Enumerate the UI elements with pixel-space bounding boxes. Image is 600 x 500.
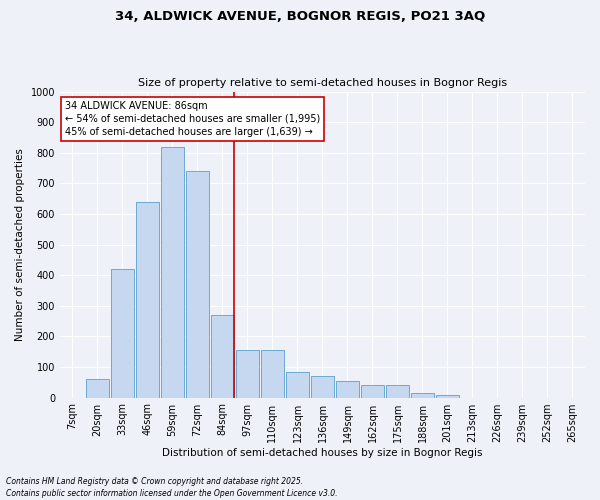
Bar (86, 379, 109, 398)
Bar (411, 393, 434, 398)
Bar (361, 386, 384, 398)
Bar (211, 315, 233, 398)
Y-axis label: Number of semi-detached properties: Number of semi-detached properties (15, 148, 25, 341)
Text: 34 ALDWICK AVENUE: 86sqm
← 54% of semi-detached houses are smaller (1,995)
45% o: 34 ALDWICK AVENUE: 86sqm ← 54% of semi-d… (65, 100, 320, 137)
Bar (311, 376, 334, 398)
Bar (286, 372, 309, 398)
Bar (186, 171, 209, 398)
Bar (111, 269, 134, 398)
Bar (436, 394, 459, 398)
Bar (161, 146, 184, 398)
Bar (261, 350, 284, 398)
Bar (236, 350, 259, 398)
Bar (386, 386, 409, 398)
Text: 34, ALDWICK AVENUE, BOGNOR REGIS, PO21 3AQ: 34, ALDWICK AVENUE, BOGNOR REGIS, PO21 3… (115, 10, 485, 23)
Bar (136, 202, 158, 398)
Bar (336, 381, 359, 398)
Title: Size of property relative to semi-detached houses in Bognor Regis: Size of property relative to semi-detach… (138, 78, 507, 88)
Text: Contains HM Land Registry data © Crown copyright and database right 2025.
Contai: Contains HM Land Registry data © Crown c… (6, 476, 337, 498)
X-axis label: Distribution of semi-detached houses by size in Bognor Regis: Distribution of semi-detached houses by … (162, 448, 483, 458)
